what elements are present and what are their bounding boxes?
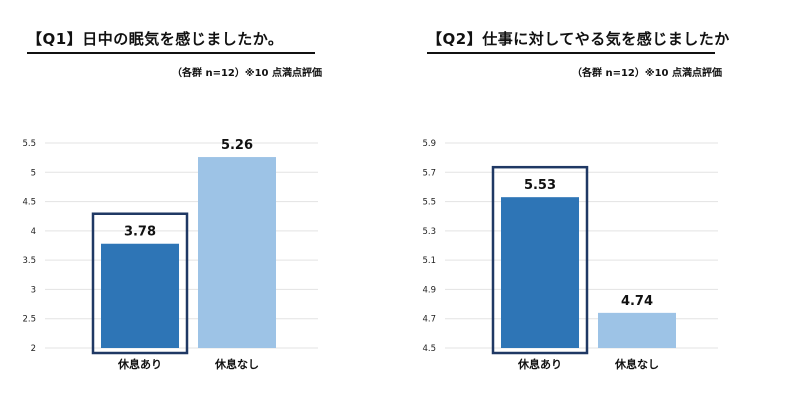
- y-tick-label: 2.5: [22, 315, 36, 325]
- y-tick-label: 4.5: [22, 198, 36, 208]
- data-label: 3.78: [124, 225, 156, 240]
- y-tick-label: 4.5: [422, 344, 436, 354]
- y-tick-label: 5.9: [422, 139, 436, 149]
- sample-note: （各群 n=12）※10 点満点評価: [571, 68, 722, 79]
- x-tick-label: 休息なし: [214, 357, 259, 371]
- data-label: 5.26: [221, 138, 253, 153]
- y-tick-label: 5.5: [22, 139, 36, 149]
- chart-title: 【Q2】仕事に対してやる気を感じましたか: [427, 30, 730, 48]
- x-tick-label: 休息なし: [614, 357, 659, 371]
- chart-panel-q2: 【Q2】仕事に対してやる気を感じましたか （各群 n=12）※10 点満点評価 …: [400, 0, 760, 419]
- title-underline: [427, 52, 715, 54]
- bar: [101, 243, 179, 348]
- chart-panel-q1: 【Q1】日中の眠気を感じましたか。 （各群 n=12）※10 点満点評価 2 2.…: [0, 0, 360, 419]
- bar: [198, 157, 276, 348]
- y-tick-label: 3: [31, 285, 36, 295]
- highlight-frame: [491, 165, 589, 355]
- highlight-frame: [91, 212, 189, 355]
- y-tick-label: 5.1: [422, 256, 436, 266]
- bar-chart-q2: 4.5 4.7 4.9 5.1 5.3 5.5 5.7 5.9 5.53 休息あり 4.74 休息なし: [422, 139, 718, 371]
- x-tick-label: 休息あり: [517, 357, 562, 371]
- y-tick-label: 5.5: [422, 198, 436, 208]
- y-tick-label: 4.7: [422, 315, 436, 325]
- chart-title: 【Q1】日中の眠気を感じましたか。: [27, 30, 284, 48]
- title-underline: [27, 52, 315, 54]
- x-tick-label: 休息あり: [117, 357, 162, 371]
- data-label: 4.74: [621, 294, 653, 309]
- y-tick-label: 2: [31, 344, 36, 354]
- y-tick-label: 4.9: [422, 285, 436, 295]
- sample-note: （各群 n=12）※10 点満点評価: [171, 68, 322, 79]
- y-tick-label: 3.5: [22, 256, 36, 266]
- y-tick-label: 5: [31, 168, 36, 178]
- y-tick-label: 5.3: [422, 227, 436, 237]
- bar-chart-q1: 2 2.5 3 3.5 4 4.5 5 5.5 3.78 休息あり 5.26 休息なし: [22, 138, 318, 371]
- bar: [501, 197, 579, 348]
- y-tick-label: 5.7: [422, 168, 436, 178]
- data-label: 5.53: [524, 178, 556, 193]
- y-tick-label: 4: [31, 227, 36, 237]
- bar: [598, 312, 676, 348]
